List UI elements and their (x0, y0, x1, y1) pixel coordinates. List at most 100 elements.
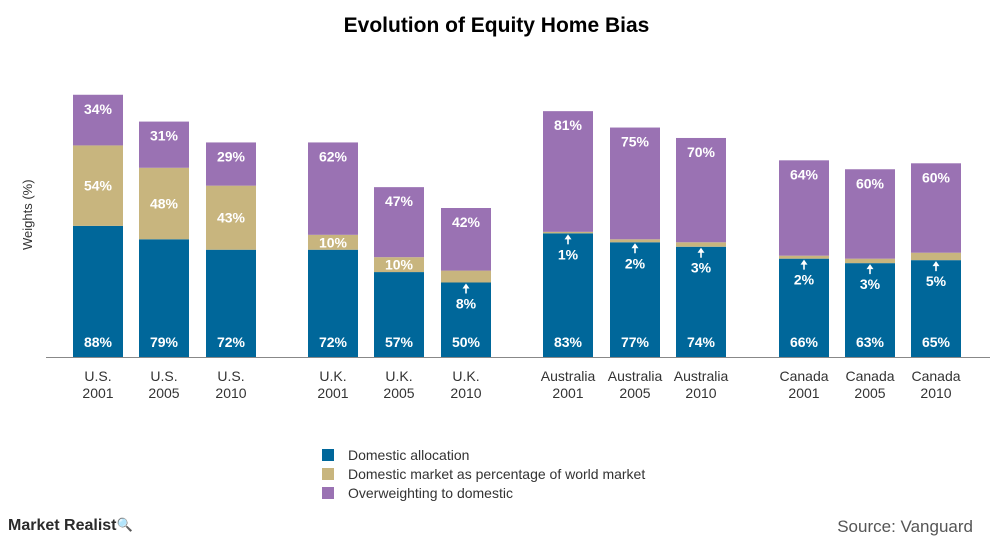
arrow-head (462, 283, 470, 289)
bar-segment (610, 242, 660, 357)
tick-label: Australia (541, 368, 596, 384)
tick-label: 2005 (383, 385, 414, 401)
tick-label: 2010 (450, 385, 481, 401)
data-label: 75% (621, 134, 650, 150)
data-label: 57% (385, 334, 414, 350)
data-label: 72% (217, 334, 246, 350)
legend-item-domestic-allocation: Domestic allocation (322, 445, 645, 464)
bar-segment (139, 239, 189, 357)
bar-segment (845, 169, 895, 259)
legend-label-overweighting: Overweighting to domestic (348, 484, 513, 501)
tick-label: 2005 (619, 385, 650, 401)
tick-label: Canada (779, 368, 828, 384)
chart-legend: Domestic allocation Domestic market as p… (322, 445, 645, 502)
data-label: 81% (554, 117, 583, 133)
data-label: 83% (554, 334, 583, 350)
data-label: 62% (319, 148, 348, 164)
tick-label: U.K. (385, 368, 412, 384)
bar-segment (139, 167, 189, 240)
bar-segment (308, 249, 358, 357)
data-label: 63% (856, 334, 885, 350)
bar-segment (543, 111, 593, 232)
data-label: 47% (385, 193, 414, 209)
legend-swatch-domestic-allocation (322, 448, 334, 461)
legend-item-overweighting: Overweighting to domestic (322, 483, 645, 502)
tick-label: U.S. (150, 368, 177, 384)
data-label: 3% (691, 260, 712, 276)
tick-label: 2001 (552, 385, 583, 401)
legend-swatch-domestic-market (322, 467, 334, 480)
data-label: 31% (150, 128, 179, 144)
arrow-head (697, 247, 705, 253)
tick-label: 2010 (685, 385, 716, 401)
chart-title: Evolution of Equity Home Bias (343, 14, 650, 37)
data-label: 29% (217, 148, 246, 164)
tick-label: 2001 (317, 385, 348, 401)
data-label: 60% (856, 175, 885, 191)
tick-label: Canada (911, 368, 960, 384)
bar-segment (779, 258, 829, 357)
arrow-head (932, 261, 940, 267)
bar-segment (610, 239, 660, 243)
data-label: 79% (150, 334, 179, 350)
bar-segment (676, 246, 726, 357)
data-label: 60% (922, 169, 951, 185)
bar-segment (676, 242, 726, 247)
data-label: 65% (922, 334, 951, 350)
bar-segment (206, 185, 256, 250)
bar-segment (374, 272, 424, 357)
brand-logo: Market Realist🔍 (8, 517, 133, 535)
data-label: 70% (687, 144, 716, 160)
bar-segment (374, 187, 424, 258)
data-label: 3% (860, 276, 881, 292)
bar-segment (139, 121, 189, 168)
bar-segment (73, 145, 123, 226)
bar-segment (441, 270, 491, 283)
bar-segment (911, 163, 961, 253)
bar-segment (911, 260, 961, 357)
data-label: 8% (456, 296, 477, 312)
bar-segment (441, 282, 491, 357)
tick-label: 2010 (215, 385, 246, 401)
legend-label-domestic-allocation: Domestic allocation (348, 446, 470, 463)
data-label: 5% (926, 273, 947, 289)
data-label: 42% (452, 214, 481, 230)
bar-segment (73, 94, 123, 146)
magnifier-icon: 🔍 (116, 517, 133, 532)
tick-label: Australia (674, 368, 729, 384)
data-label: 72% (319, 334, 348, 350)
bar-segment (441, 208, 491, 271)
data-label: 48% (150, 196, 179, 212)
data-label: 64% (790, 166, 819, 182)
data-label: 10% (319, 234, 348, 250)
tick-label: 2001 (788, 385, 819, 401)
bar-segment (206, 249, 256, 357)
source-note: Source: Vanguard (837, 517, 973, 536)
bar-segment (676, 137, 726, 243)
arrow-head (800, 259, 808, 265)
data-label: 74% (687, 334, 716, 350)
bar-segment (308, 234, 358, 250)
tick-label: U.K. (452, 368, 479, 384)
data-label: 2% (625, 255, 646, 271)
arrow-head (564, 234, 572, 240)
legend-item-domestic-market: Domestic market as percentage of world m… (322, 464, 645, 483)
bar-segment (374, 257, 424, 273)
tick-label: 2005 (148, 385, 179, 401)
legend-swatch-overweighting (322, 486, 334, 499)
data-label: 77% (621, 334, 650, 350)
data-label: 2% (794, 272, 815, 288)
tick-label: U.K. (319, 368, 346, 384)
bar-segment (73, 225, 123, 357)
legend-label-domestic-market: Domestic market as percentage of world m… (348, 465, 646, 482)
data-label: 10% (385, 257, 414, 273)
bar-segment (543, 231, 593, 234)
tick-label: 2010 (920, 385, 951, 401)
data-label: 43% (217, 210, 246, 226)
bar-segment (543, 233, 593, 357)
bar-segment (610, 127, 660, 240)
arrow-head (866, 264, 874, 270)
data-label: 34% (84, 101, 113, 117)
bar-segment (845, 258, 895, 264)
